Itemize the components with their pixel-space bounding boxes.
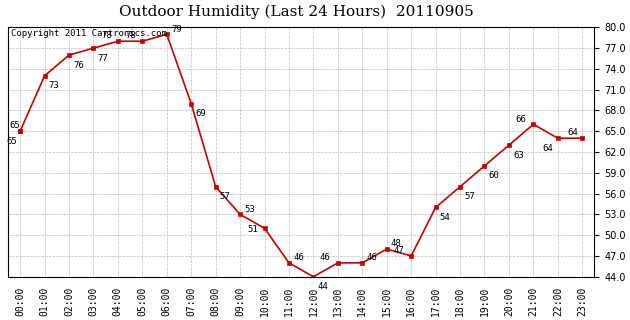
- Text: 57: 57: [220, 192, 231, 201]
- Text: 66: 66: [515, 115, 526, 124]
- Text: 46: 46: [293, 253, 304, 262]
- Text: 65: 65: [6, 137, 17, 146]
- Text: 73: 73: [49, 81, 59, 90]
- Text: 44: 44: [318, 282, 328, 291]
- Text: 76: 76: [73, 60, 84, 69]
- Text: 53: 53: [244, 204, 255, 214]
- Text: 51: 51: [248, 225, 258, 235]
- Text: 77: 77: [98, 54, 108, 63]
- Text: 47: 47: [393, 246, 404, 255]
- Text: Copyright 2011 Cartronics.com: Copyright 2011 Cartronics.com: [11, 28, 167, 38]
- Text: 54: 54: [440, 213, 450, 222]
- Text: 69: 69: [195, 109, 206, 118]
- Text: 48: 48: [391, 239, 402, 248]
- Text: 78: 78: [101, 31, 112, 40]
- Text: 79: 79: [171, 25, 181, 34]
- Text: 46: 46: [367, 253, 377, 262]
- Text: 64: 64: [567, 128, 578, 137]
- Text: 57: 57: [464, 192, 475, 201]
- Text: 46: 46: [320, 253, 331, 262]
- Text: 78: 78: [125, 31, 137, 40]
- Text: 63: 63: [513, 151, 524, 160]
- Text: Outdoor Humidity (Last 24 Hours)  20110905: Outdoor Humidity (Last 24 Hours) 2011090…: [118, 5, 474, 19]
- Text: 64: 64: [542, 144, 553, 153]
- Text: 60: 60: [489, 172, 500, 180]
- Text: 65: 65: [9, 122, 20, 131]
